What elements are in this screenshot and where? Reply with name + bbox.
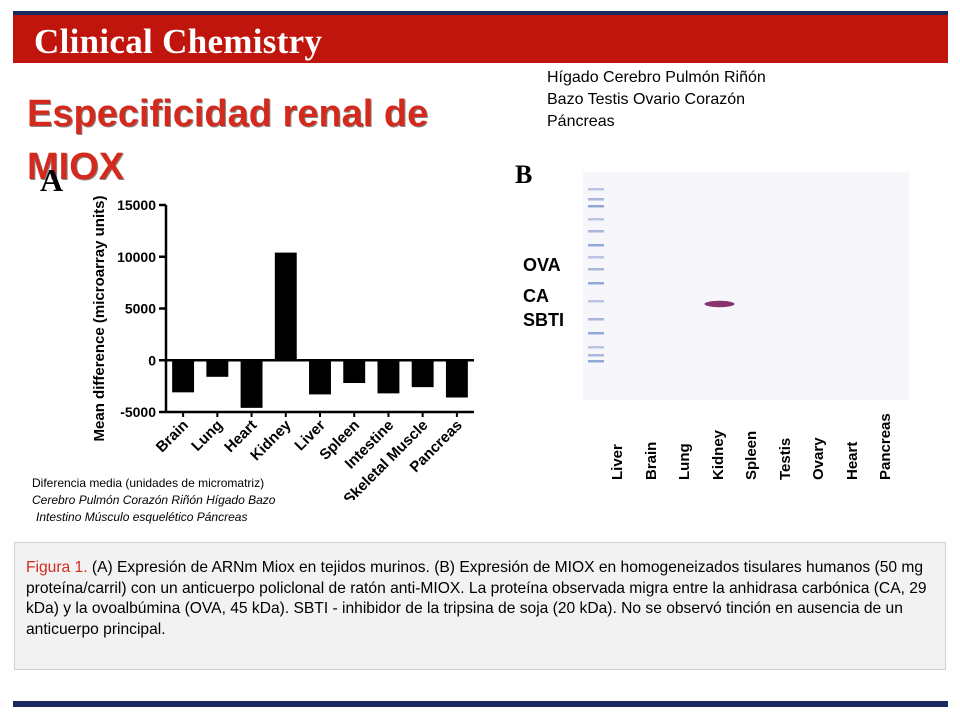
caption-line: Intestino Músculo esquelético Páncreas — [36, 510, 248, 524]
x-tick-label: Lung — [188, 417, 226, 455]
lane-label-lung: Lung — [676, 443, 693, 480]
y-tick-label: 5000 — [125, 301, 156, 317]
figure-caption-box: Figura 1. (A) Expresión de ARNm Miox en … — [14, 542, 946, 670]
ladder-band — [588, 360, 604, 363]
footer-bar — [13, 701, 948, 707]
panel-a-letter: A — [40, 162, 64, 198]
ladder-band — [588, 198, 604, 201]
bar-pancreas — [445, 360, 468, 398]
y-tick-label: -5000 — [120, 404, 156, 420]
ladder-band — [588, 188, 604, 191]
header-bar: Clinical Chemistry — [13, 11, 948, 63]
y-tick-label: 0 — [148, 352, 156, 368]
bar-heart — [240, 360, 263, 408]
lane-label-kidney: Kidney — [709, 429, 727, 480]
chart-caption-spanish: Diferencia media (unidades de micromatri… — [32, 475, 342, 526]
lane-label-testis: Testis — [776, 437, 794, 480]
lane-label-spleen: Spleen — [743, 430, 760, 480]
bar-brain — [172, 360, 195, 393]
marker-label-sbti: SBTI — [523, 310, 565, 330]
bar-liver — [309, 360, 331, 395]
ladder-band — [588, 268, 604, 271]
panel-b-letter: B — [515, 160, 533, 189]
x-tick-label: Brain — [153, 417, 192, 456]
ladder-band — [588, 354, 604, 357]
figure-label: Figura 1. — [26, 559, 88, 576]
ladder-band — [588, 230, 604, 233]
y-tick-label: 10000 — [117, 249, 156, 265]
ladder-band — [588, 205, 604, 208]
blot-membrane — [583, 172, 909, 400]
kidney-band — [704, 300, 735, 308]
tissue-labels-spanish: Hígado Cerebro Pulmón Riñón Bazo Testis … — [547, 67, 847, 133]
blot-image — [583, 172, 909, 400]
figure-caption-text: (A) Expresión de ARNm Miox en tejidos mu… — [26, 559, 927, 638]
lane-label-brain: Brain — [642, 441, 660, 480]
bar-spleen — [343, 360, 366, 384]
ladder-band — [588, 256, 604, 259]
panel-b-western-blot: B OVA CA SBTI Liver Brain Lung Kidney Spleen… — [515, 160, 915, 490]
slide-title: Especificidad renal de MIOX — [27, 93, 429, 188]
tissue-label-line: Bazo Testis Ovario Corazón — [547, 91, 746, 108]
bar-chart: 150001000050000-5000BrainLungHeartKidney… — [91, 196, 474, 500]
bar-skeletal-muscle — [411, 360, 434, 388]
ladder-band — [588, 244, 604, 247]
lane-label-liver: Liver — [609, 444, 626, 480]
tissue-label-line: Páncreas — [547, 113, 615, 130]
ladder-band — [588, 300, 604, 303]
tissue-label-line: Hígado Cerebro Pulmón Riñón — [547, 69, 766, 86]
ladder-band — [588, 346, 604, 349]
bar-kidney — [274, 252, 297, 361]
lane-label-ovary: Ovary — [810, 437, 827, 480]
lane-label-heart: Heart — [843, 441, 861, 480]
caption-line: Diferencia media (unidades de micromatri… — [32, 476, 265, 490]
marker-label-ova: OVA — [523, 255, 561, 275]
caption-line: Cerebro Pulmón Corazón Riñón Hígado Bazo — [32, 493, 276, 507]
bar-intestine — [377, 360, 400, 394]
lane-label-pancreas: Pancreas — [877, 413, 894, 480]
ladder-band — [588, 218, 604, 221]
panel-a-bar-chart: 15000 10000 5000 0 -5000 Brain Lung Heart Kidney… — [38, 160, 488, 500]
ladder-band — [588, 318, 604, 321]
marker-label-ca: CA — [523, 286, 549, 306]
bar-lung — [206, 360, 229, 377]
y-tick-label: 15000 — [117, 197, 156, 213]
ladder-band — [588, 332, 604, 335]
journal-title: Clinical Chemistry — [34, 22, 323, 61]
y-axis-label: Mean difference (microarray units) — [91, 196, 108, 442]
ladder-band — [588, 282, 604, 285]
